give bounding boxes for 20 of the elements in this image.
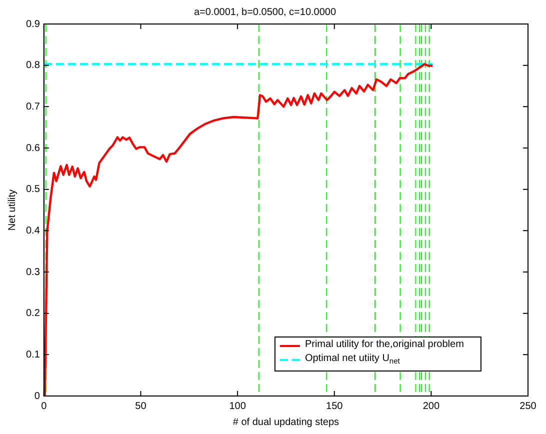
y-tick-label: 0.5 <box>26 184 40 196</box>
x-tick-label: 0 <box>41 400 48 412</box>
chart-title: a=0.0001, b=0.0500, c=10.0000 <box>194 6 336 18</box>
y-tick-label: 0.4 <box>26 225 40 236</box>
y-tick-label: 0.6 <box>26 142 40 154</box>
y-tick-label: 0.3 <box>26 266 40 278</box>
y-tick-label: 0.1 <box>26 349 40 360</box>
x-tick-label: 150 <box>326 400 344 412</box>
x-tick-label: 200 <box>422 400 440 412</box>
legend-label: Primal utility for the,original problem <box>304 338 464 350</box>
x-tick-label: 100 <box>229 400 246 412</box>
y-tick-label: 0.7 <box>26 101 40 112</box>
y-tick-label: 0.8 <box>26 60 40 72</box>
x-tick-label: 50 <box>135 400 147 412</box>
x-axis-title: # of dual updating steps <box>232 416 340 428</box>
y-tick-label: 0.2 <box>26 308 40 320</box>
x-tick-label: 250 <box>520 400 537 412</box>
y-tick-label: 0.9 <box>26 18 40 30</box>
y-axis-title: Net utility <box>6 189 18 231</box>
y-tick-label: 0 <box>34 390 40 402</box>
